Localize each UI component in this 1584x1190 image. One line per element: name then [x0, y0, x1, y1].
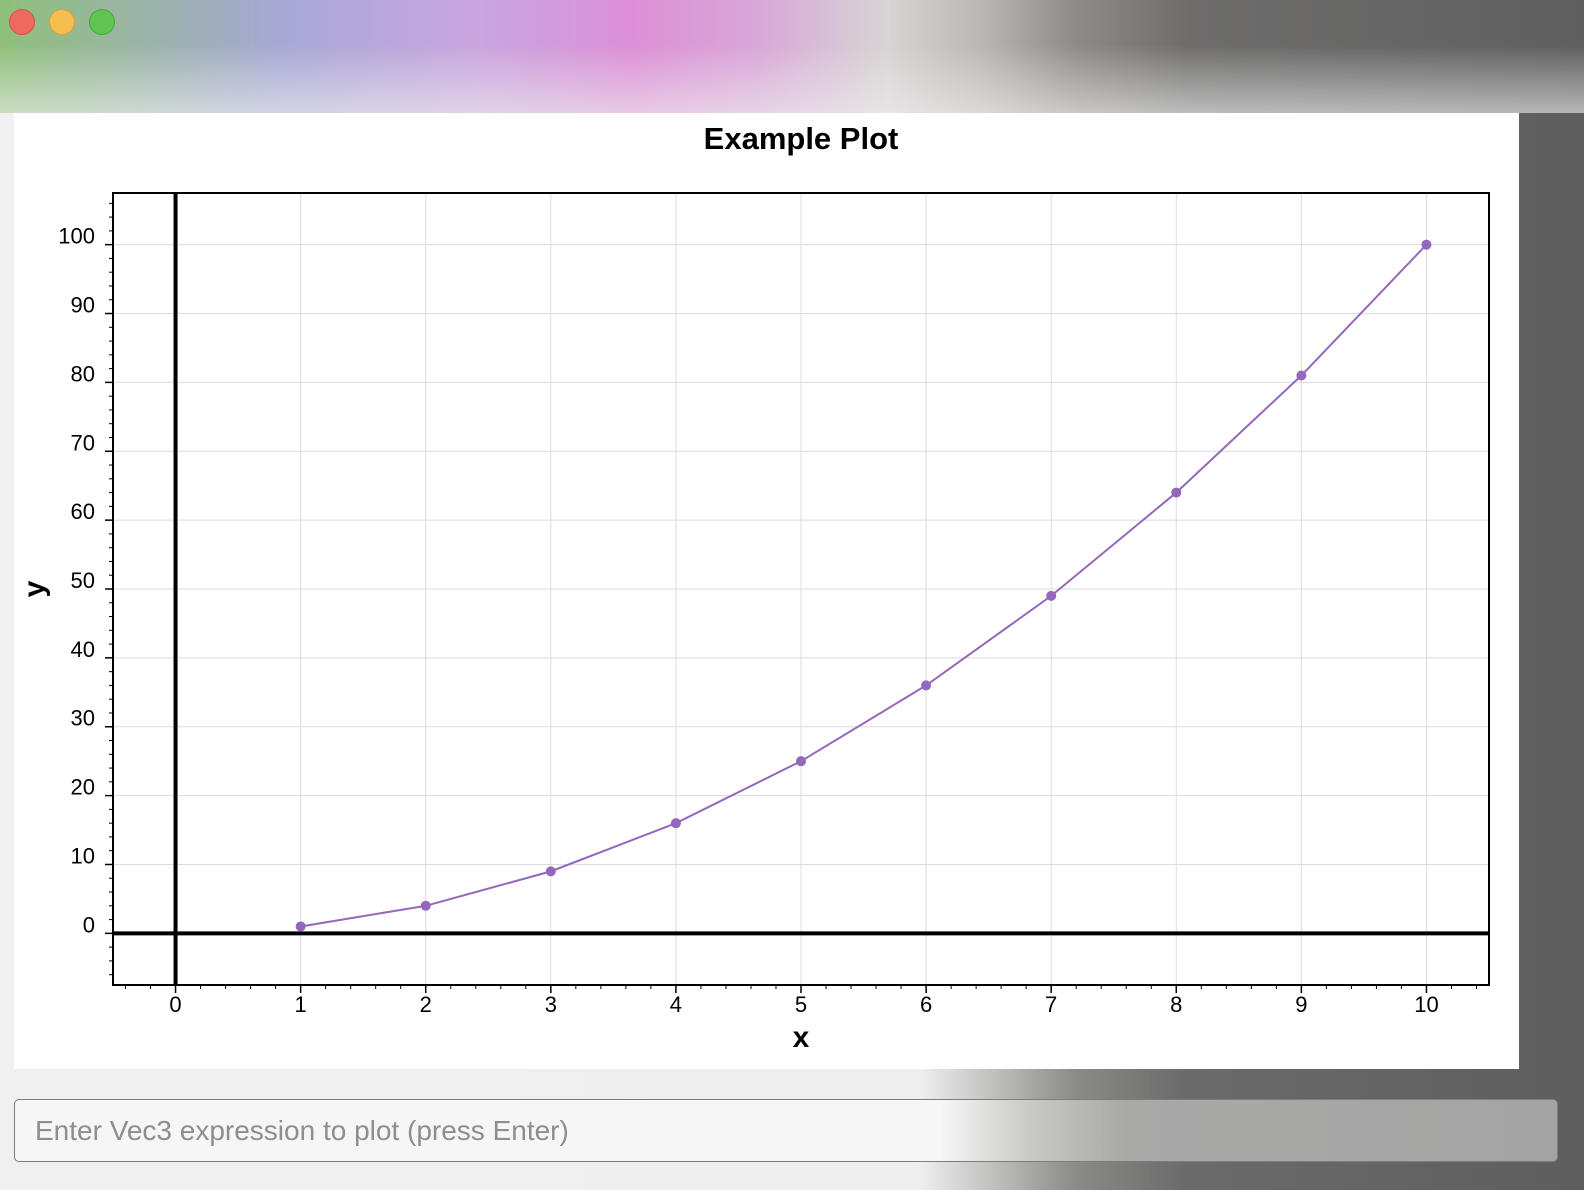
data-point [295, 921, 306, 932]
expression-input-container [14, 1099, 1558, 1162]
minimize-window-button[interactable] [49, 9, 75, 35]
y-tick-label: 20 [71, 775, 95, 800]
y-tick-label: 0 [83, 912, 95, 937]
axis-ticks [105, 202, 1477, 993]
window-titlebar [0, 0, 1584, 113]
grid-lines [113, 193, 1489, 985]
x-tick-label: 10 [1414, 992, 1438, 1017]
x-tick-label: 8 [1170, 992, 1182, 1017]
zoom-window-button[interactable] [89, 9, 115, 35]
y-tick-label: 100 [58, 224, 95, 249]
close-window-button[interactable] [9, 9, 35, 35]
x-tick-label: 6 [920, 992, 932, 1017]
plot-canvas[interactable]: Example Plot 0 1 2 3 4 5 6 7 8 9 10010203040506070… [14, 113, 1519, 1069]
data-point [796, 756, 806, 767]
data-point [1421, 239, 1432, 250]
series-layer [295, 239, 1432, 932]
y-tick-label: 30 [71, 706, 95, 731]
y-axis-label: y [18, 580, 51, 597]
y-tick-label: 70 [71, 430, 95, 455]
x-tick-label: 9 [1295, 992, 1307, 1017]
y-tick-label: 80 [71, 361, 95, 386]
x-tick-label: 1 [295, 992, 307, 1017]
data-point [1171, 487, 1182, 498]
data-point [1296, 370, 1307, 381]
x-tick-label: 7 [1045, 992, 1057, 1017]
y-tick-label: 40 [71, 637, 95, 662]
y-tick-label: 50 [71, 568, 95, 593]
y-tick-label: 60 [71, 499, 95, 524]
x-tick-label: 0 [169, 992, 181, 1017]
y-tick-label: 90 [71, 293, 95, 318]
data-point [545, 866, 556, 877]
zero-axes [113, 193, 1489, 985]
data-point [921, 680, 932, 691]
plot-panel: Example Plot 0 1 2 3 4 5 6 7 8 9 10 0 10 20 30 40 50 60 70… [14, 113, 1519, 1069]
y-tick-label: 10 [71, 843, 95, 868]
data-point [420, 900, 431, 911]
x-tick-label: 2 [420, 992, 432, 1017]
series-line [300, 243, 1428, 928]
data-point [670, 818, 681, 829]
x-axis-label: x [793, 1021, 810, 1054]
chart-title: Example Plot [704, 121, 899, 156]
x-tick-label: 5 [795, 992, 807, 1017]
x-tick-label: 4 [670, 992, 682, 1017]
x-tick-label: 3 [545, 992, 557, 1017]
expression-input[interactable] [15, 1100, 1557, 1161]
data-point [1046, 590, 1057, 601]
